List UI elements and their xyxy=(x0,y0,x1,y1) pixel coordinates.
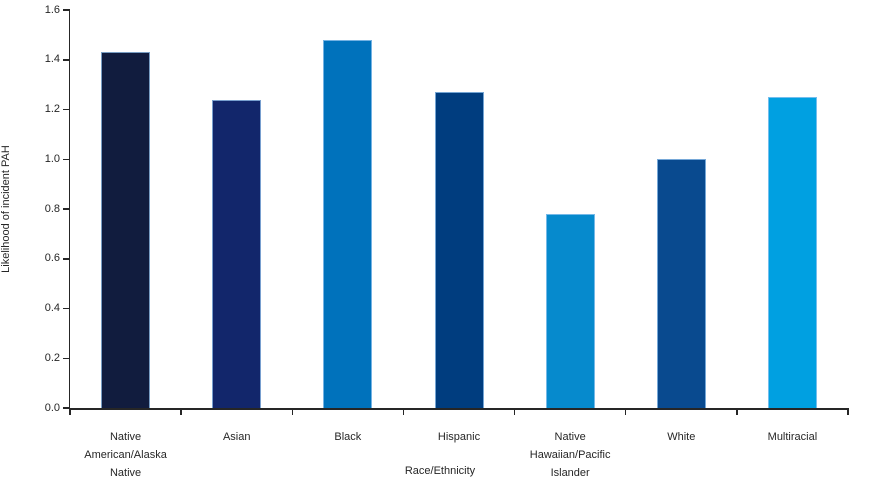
y-tick-label: 0.8 xyxy=(44,202,60,215)
y-tick-mark xyxy=(62,258,69,260)
bar-asian xyxy=(212,99,262,408)
category-label: Native American/Alaska Native xyxy=(84,431,167,479)
x-tick-mark xyxy=(402,408,405,415)
y-tick-mark xyxy=(62,158,69,160)
x-axis-line xyxy=(68,408,849,410)
y-tick-mark xyxy=(62,108,69,111)
y-tick-mark xyxy=(62,307,69,310)
bar-native-american-alaska-native xyxy=(101,52,151,408)
bar-hispanic xyxy=(434,92,484,408)
y-axis-line xyxy=(68,9,70,409)
y-tick-mark xyxy=(62,9,69,11)
x-tick-mark xyxy=(847,408,849,415)
x-tick-mark xyxy=(180,408,182,415)
y-tick-label: 0.2 xyxy=(44,351,60,364)
category-label: Native Hawaiian/Pacific Islander xyxy=(529,431,611,479)
y-tick-mark xyxy=(62,208,69,210)
category-label: White xyxy=(667,431,696,443)
bar-black xyxy=(323,39,373,408)
y-tick-label: 0.4 xyxy=(44,302,60,314)
category-label: Multiracial xyxy=(767,431,818,443)
y-tick-mark xyxy=(62,357,69,359)
category-label: Black xyxy=(334,431,362,443)
category-label: Asian xyxy=(222,431,251,443)
bar-multiracial xyxy=(767,97,817,408)
y-tick-label: 1.2 xyxy=(44,103,60,115)
y-tick-label: 1.4 xyxy=(44,53,60,66)
x-tick-mark xyxy=(624,408,627,415)
y-tick-mark xyxy=(62,407,69,409)
x-tick-mark xyxy=(513,408,516,415)
bar-white xyxy=(656,159,706,408)
x-tick-mark xyxy=(291,408,294,415)
bar-native-hawaiian-pacific-islander xyxy=(545,213,595,408)
x-tick-mark xyxy=(736,408,738,415)
x-tick-mark xyxy=(69,408,71,415)
y-tick-label: 0.0 xyxy=(44,401,60,414)
plot-area xyxy=(70,10,848,408)
y-tick-label: 1.6 xyxy=(44,3,60,16)
y-axis-title: Likelihood of incident PAH xyxy=(0,145,12,273)
y-tick-label: 1.0 xyxy=(44,152,60,165)
y-tick-mark xyxy=(62,59,69,61)
category-label: Hispanic xyxy=(437,431,481,443)
y-tick-label: 0.6 xyxy=(44,252,60,265)
x-axis-title: Race/Ethnicity xyxy=(404,465,476,477)
